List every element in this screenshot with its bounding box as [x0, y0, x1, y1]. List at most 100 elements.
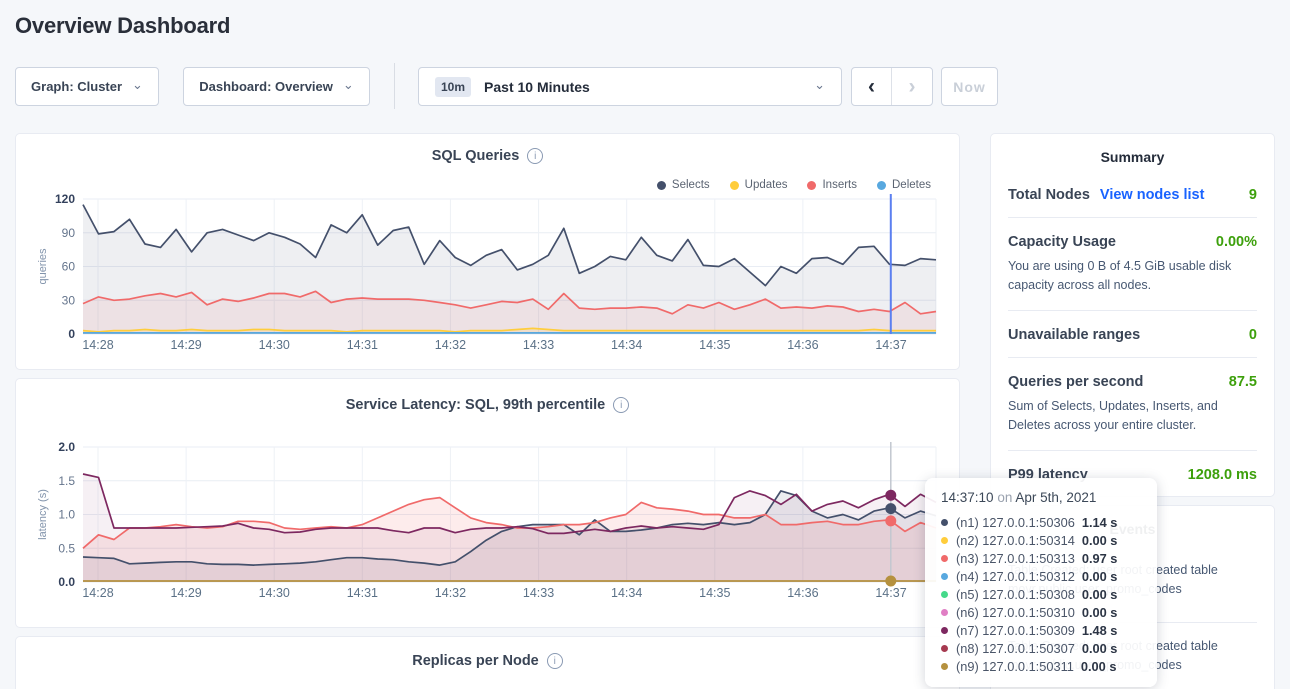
summary-label: Queries per second	[1008, 373, 1144, 390]
prev-time-button[interactable]: ‹	[852, 68, 892, 105]
chart-title: Replicas per Node	[412, 653, 539, 669]
node-address: (n9) 127.0.0.1:50311	[956, 658, 1074, 674]
node-color-dot	[941, 590, 948, 598]
chart-hover-tooltip: 14:37:10 on Apr 5th, 2021 (n1) 127.0.0.1…	[925, 478, 1157, 687]
info-icon[interactable]: i	[613, 397, 630, 413]
time-range-dropdown[interactable]: 10m Past 10 Minutes ⌄	[418, 67, 842, 106]
node-address: (n6) 127.0.0.1:50310	[956, 604, 1075, 620]
svg-text:14:37: 14:37	[875, 338, 906, 352]
chart-legend: Selects Updates Inserts Deletes	[656, 179, 931, 191]
time-step-buttons: ‹ ›	[851, 67, 933, 106]
graph-dropdown[interactable]: Graph: Cluster ⌄	[15, 67, 159, 106]
svg-text:14:30: 14:30	[259, 586, 290, 600]
info-icon[interactable]: i	[527, 148, 544, 164]
node-latency-value: 0.00 s	[1081, 586, 1118, 602]
node-latency-value: 0.00 s	[1080, 658, 1117, 674]
legend-item-inserts[interactable]: Inserts	[807, 179, 857, 191]
summary-value: 0.00%	[1215, 234, 1257, 250]
node-address: (n2) 127.0.0.1:50314	[956, 532, 1075, 548]
summary-label: Capacity Usage	[1008, 234, 1116, 250]
next-time-button[interactable]: ›	[892, 68, 932, 105]
node-address: (n3) 127.0.0.1:50313	[956, 550, 1075, 566]
svg-text:14:32: 14:32	[435, 338, 466, 352]
node-latency-value: 1.14 s	[1081, 514, 1118, 530]
legend-dot	[729, 180, 739, 190]
replicas-per-node-chart-card: Replicas per Node i	[15, 636, 960, 689]
dashboard-dropdown[interactable]: Dashboard: Overview ⌄	[183, 67, 370, 106]
legend-item-selects[interactable]: Selects	[656, 179, 710, 191]
summary-value: 9	[1248, 187, 1257, 203]
svg-text:14:36: 14:36	[787, 586, 818, 600]
info-icon[interactable]: i	[546, 653, 563, 669]
svg-text:14:33: 14:33	[523, 338, 554, 352]
legend-label: Deletes	[892, 179, 931, 191]
page-title: Overview Dashboard	[15, 13, 231, 38]
sql-queries-chart-card: SQL Queries i Selects Updates Inserts Delet…	[15, 133, 960, 370]
summary-row: Unavailable ranges 0	[1008, 311, 1257, 358]
svg-text:queries: queries	[37, 248, 49, 285]
node-color-dot	[941, 662, 948, 670]
tooltip-node-row: (n3) 127.0.0.1:50313 0.97 s	[941, 549, 1143, 567]
node-latency-value: 1.48 s	[1081, 622, 1118, 638]
node-color-dot	[941, 608, 948, 616]
node-latency-value: 0.00 s	[1081, 604, 1118, 620]
legend-label: Inserts	[822, 179, 857, 191]
svg-text:latency (s): latency (s)	[37, 489, 49, 540]
tooltip-node-row: (n9) 127.0.0.1:50311 0.00 s	[941, 657, 1143, 675]
legend-dot	[807, 180, 817, 190]
service-latency-chart[interactable]: 0.0 0.5 1.0 1.5 2.0 14:28 14:29 14:30 14:31 14:32…	[16, 434, 961, 612]
legend-label: Updates	[744, 179, 788, 191]
chart-title: Service Latency: SQL, 99th percentile	[345, 397, 606, 413]
svg-text:2.0: 2.0	[58, 440, 75, 454]
now-button[interactable]: Now	[941, 67, 998, 106]
summary-value: 0	[1248, 326, 1257, 343]
tooltip-node-row: (n4) 127.0.0.1:50312 0.00 s	[941, 567, 1143, 585]
dashboard-dropdown-label: Dashboard: Overview	[199, 79, 333, 94]
svg-text:14:32: 14:32	[435, 586, 466, 600]
legend-dot	[656, 180, 666, 190]
svg-text:14:31: 14:31	[347, 338, 378, 352]
view-nodes-link[interactable]: View nodes list	[1099, 187, 1205, 203]
svg-text:14:29: 14:29	[170, 338, 201, 352]
summary-value: 1208.0 ms	[1187, 466, 1257, 483]
sql-queries-chart[interactable]: 0 30 60 90 120 14:28 14:29 14:30 14:31 14:32 14:33…	[16, 186, 961, 364]
svg-text:1.5: 1.5	[58, 474, 75, 488]
node-latency-value: 0.00 s	[1081, 568, 1118, 584]
node-address: (n5) 127.0.0.1:50308	[956, 586, 1075, 602]
node-address: (n4) 127.0.0.1:50312	[956, 568, 1075, 584]
summary-title: Summary	[1100, 149, 1165, 165]
svg-text:14:36: 14:36	[787, 338, 818, 352]
summary-label: Total Nodes	[1008, 187, 1090, 203]
node-color-dot	[941, 554, 948, 562]
service-latency-chart-card: Service Latency: SQL, 99th percentile i …	[15, 378, 960, 628]
node-latency-value: 0.00 s	[1081, 640, 1118, 656]
toolbar-divider	[394, 63, 395, 109]
tooltip-timestamp: 14:37:10 on Apr 5th, 2021	[941, 490, 1097, 505]
chevron-right-icon: ›	[908, 74, 916, 98]
tooltip-node-row: (n5) 127.0.0.1:50308 0.00 s	[941, 585, 1143, 603]
node-color-dot	[941, 572, 948, 580]
legend-item-deletes[interactable]: Deletes	[877, 179, 931, 191]
node-color-dot	[941, 536, 948, 544]
node-latency-value: 0.00 s	[1081, 532, 1118, 548]
tooltip-node-row: (n2) 127.0.0.1:50314 0.00 s	[941, 531, 1143, 549]
node-address: (n7) 127.0.0.1:50309	[956, 622, 1075, 638]
svg-text:120: 120	[55, 192, 75, 206]
svg-text:14:35: 14:35	[699, 586, 730, 600]
summary-row: Total Nodes View nodes list 9	[1008, 171, 1257, 218]
legend-label: Selects	[671, 179, 710, 191]
time-range-badge: 10m	[435, 76, 472, 97]
svg-text:1.0: 1.0	[58, 508, 75, 522]
node-latency-value: 0.97 s	[1081, 550, 1118, 566]
svg-text:60: 60	[62, 260, 76, 274]
svg-text:14:34: 14:34	[611, 338, 642, 352]
chevron-down-icon: ⌄	[342, 76, 354, 92]
chevron-down-icon: ⌄	[132, 76, 143, 92]
summary-row: Capacity Usage 0.00% You are using 0 B of …	[1008, 218, 1257, 311]
svg-text:14:30: 14:30	[259, 338, 290, 352]
node-color-dot	[941, 644, 948, 652]
summary-value: 87.5	[1228, 373, 1257, 390]
legend-item-updates[interactable]: Updates	[729, 179, 788, 191]
svg-text:14:34: 14:34	[611, 586, 642, 600]
